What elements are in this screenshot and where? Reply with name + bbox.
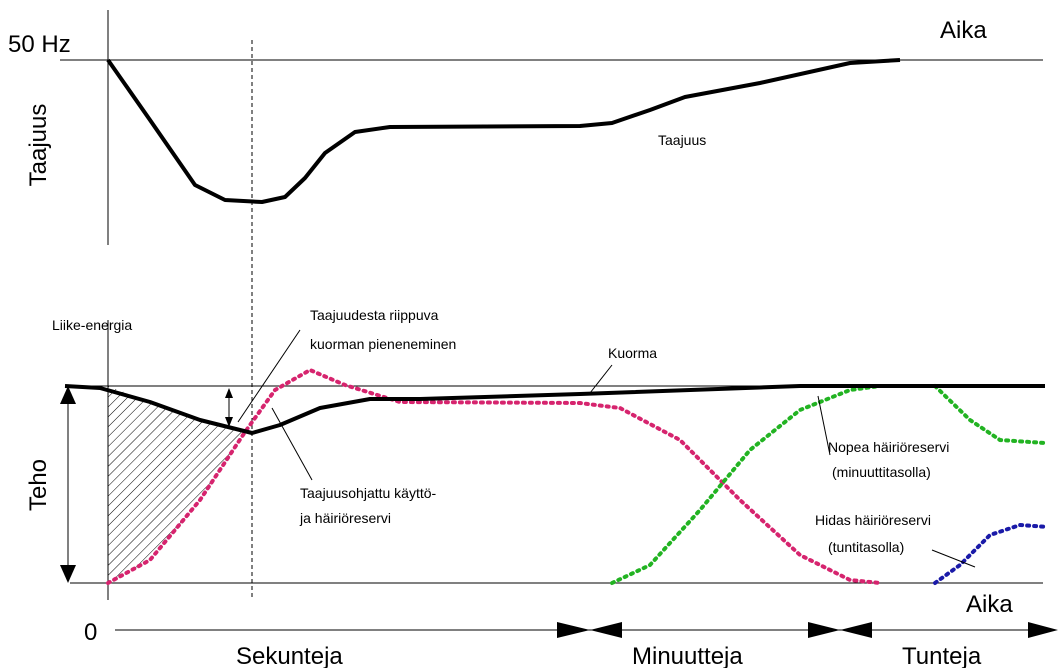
fast-reserve-label: (minuuttitasolla) [832, 464, 931, 480]
slow-reserve-label: (tuntitasolla) [828, 539, 904, 555]
time-label: Aika [940, 17, 987, 44]
kinetic-energy-area [108, 386, 245, 583]
arrow-head [60, 565, 76, 583]
time-label: Aika [966, 591, 1013, 618]
leader [237, 329, 301, 423]
leader [271, 407, 313, 481]
fast-reserve-curve [610, 384, 882, 585]
fast-reserve-label: Nopea häiriöreservi [828, 439, 949, 455]
load-reduction-label: Taajuudesta riippuva [310, 307, 439, 323]
segment-label: Tunteja [902, 643, 982, 668]
slow-reserve-label: Hidas häiriöreservi [815, 512, 931, 528]
leader [589, 364, 613, 394]
leader [931, 549, 976, 568]
arrow-head [1028, 622, 1058, 638]
load-reduction-label: kuorman pieneneminen [310, 336, 456, 352]
segment-label: Minuutteja [632, 643, 743, 668]
leader [817, 395, 831, 456]
frequency-reserve-label: ja häiriöreservi [299, 510, 391, 526]
slow-reserve-curve [933, 522, 1050, 585]
segment-label: Sekunteja [236, 643, 343, 668]
y-axis-label: Teho [25, 459, 52, 511]
frequency-label: 50 Hz [8, 31, 71, 58]
arrow-head [808, 622, 840, 638]
curve-label: Taajuus [658, 132, 706, 148]
load-curve [64, 384, 1045, 435]
origin-label: 0 [84, 619, 97, 646]
arrow-head [590, 622, 622, 638]
fast-reserve-curve-2 [933, 384, 1047, 445]
kinetic-energy-label: Liike-energia [52, 317, 132, 333]
frequency-reserve-curve [106, 367, 882, 585]
frequency-reserve-label: Taajuusohjattu käyttö- [300, 485, 437, 501]
load-label: Kuorma [608, 345, 657, 361]
arrow-head [225, 417, 233, 427]
arrow-head [60, 386, 76, 404]
arrow-head [225, 388, 233, 398]
y-axis-label: Taajuus [25, 104, 52, 187]
frequency-curve [106, 58, 901, 204]
arrow-head [840, 622, 872, 638]
arrow-head [557, 622, 590, 638]
